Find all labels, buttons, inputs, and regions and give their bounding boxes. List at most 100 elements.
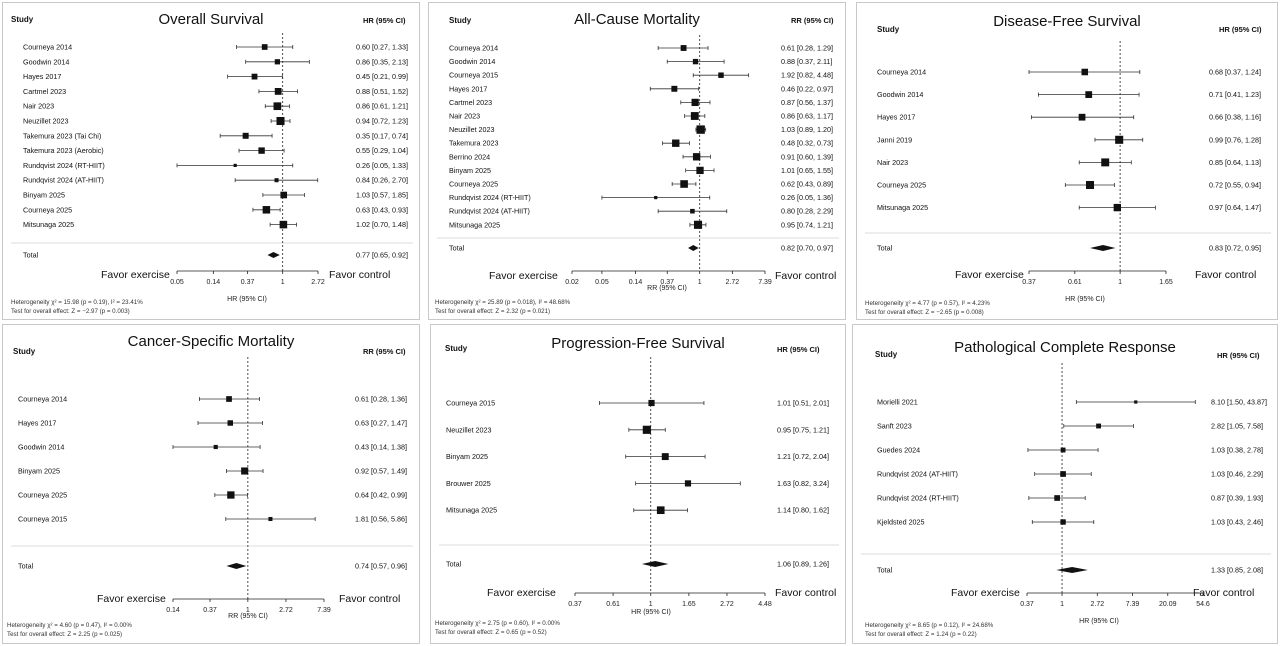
x-tick-label: 0.37 (660, 279, 674, 286)
forest-row: Rundqvist 2024 (AT-HIIT) 0.80 [0.28, 2.29… (449, 207, 833, 216)
effect-estimate-label: 0.99 [0.76, 1.28] (1209, 135, 1261, 144)
favor-control-label: Favor control (1193, 587, 1255, 599)
x-tick-label: 0.61 (1068, 279, 1082, 286)
study-label: Goodwin 2014 (449, 57, 495, 66)
x-axis-label: HR (95% CI) (1079, 618, 1119, 625)
point-estimate (226, 396, 232, 402)
point-estimate (661, 453, 669, 461)
study-label: Courneya 2025 (23, 205, 72, 214)
forest-row: Neuzillet 2023 0.94 [0.72, 1.23] (23, 117, 408, 126)
study-label: Mitsunaga 2025 (449, 220, 500, 229)
favor-exercise-label: Favor exercise (101, 269, 170, 281)
x-axis-label: RR (95% CI) (228, 613, 268, 620)
x-tick-label: 1 (281, 279, 285, 286)
effect-estimate-label: 1.63 [0.82, 3.24] (777, 479, 829, 488)
x-tick-label: 0.61 (606, 601, 620, 608)
effect-estimate-label: 1.01 [0.65, 1.55] (781, 166, 833, 175)
effect-estimate-label: 1.03 [0.46, 2.29] (1211, 470, 1263, 479)
forest-row: Brouwer 2025 1.63 [0.82, 3.24] (446, 479, 829, 488)
favor-exercise-label: Favor exercise (487, 587, 556, 599)
effect-column-header: HR (95% CI) (1219, 25, 1262, 34)
point-estimate (671, 85, 678, 92)
study-label: Takemura 2023 (Aerobic) (23, 146, 104, 155)
point-estimate (1060, 519, 1066, 525)
point-estimate (1085, 91, 1093, 98)
study-label: Courneya 2014 (449, 44, 498, 53)
x-tick-label: 1 (246, 607, 250, 614)
total-row: Total 0.82 [0.70, 0.97] (449, 244, 833, 253)
forest-row: Binyam 2025 1.21 [0.72, 2.04] (446, 452, 829, 461)
point-estimate (280, 191, 288, 199)
forest-row: Binyam 2025 1.03 [0.57, 1.85] (23, 191, 408, 200)
heterogeneity-text: Heterogeneity χ² = 2.75 (p = 0.60), I² =… (435, 620, 560, 627)
total-estimate-label: 0.82 [0.70, 0.97] (781, 244, 833, 253)
forest-row: Cartmel 2023 0.88 [0.51, 1.52] (23, 87, 408, 96)
study-column-header: Study (875, 350, 898, 359)
study-column-header: Study (11, 15, 34, 24)
study-label: Goodwin 2014 (23, 57, 69, 66)
total-row: Total 1.33 [0.85, 2.08] (877, 566, 1263, 575)
effect-estimate-label: 0.71 [0.41, 1.23] (1209, 90, 1261, 99)
forest-row: Sanft 2023 2.82 [1.05, 7.58] (877, 422, 1263, 431)
favor-control-label: Favor control (1195, 269, 1257, 281)
point-estimate (1101, 158, 1110, 167)
panel-title: Pathological Complete Response (954, 339, 1176, 356)
study-label: Courneya 2014 (23, 43, 72, 52)
forest-plot: Courneya 2015 1.01 [0.51, 2.01] Neuzillet … (439, 357, 839, 608)
study-label: Binyam 2025 (449, 166, 491, 175)
forest-row: Mitsunaga 2025 0.97 [0.64, 1.47] (877, 203, 1261, 212)
total-row: Total 0.77 [0.65, 0.92] (23, 251, 408, 260)
study-label: Goodwin 2014 (877, 90, 923, 99)
favor-exercise-label: Favor exercise (489, 270, 558, 282)
x-tick-label: 0.14 (207, 279, 221, 286)
forest-row: Neuzillet 2023 1.03 [0.89, 1.20] (449, 125, 833, 134)
study-label: Courneya 2025 (877, 181, 926, 190)
total-estimate-label: 0.74 [0.57, 0.96] (355, 562, 407, 571)
summary-diamond (1056, 567, 1088, 573)
forest-panel-all-cause-mortality: All-Cause Mortality Study RR (95% CI) Fa… (428, 2, 846, 320)
effect-estimate-label: 0.62 [0.43, 0.89] (781, 180, 833, 189)
forest-row: Courneya 2025 0.64 [0.42, 0.99] (18, 491, 407, 500)
heterogeneity-text: Heterogeneity χ² = 8.65 (p = 0.12), I² =… (865, 622, 994, 629)
total-label: Total (23, 251, 39, 260)
point-estimate (672, 139, 680, 147)
forest-row: Hayes 2017 0.66 [0.38, 1.16] (877, 113, 1261, 122)
point-estimate (1115, 135, 1124, 144)
study-label: Berrino 2024 (449, 152, 490, 161)
effect-estimate-label: 0.63 [0.27, 1.47] (355, 419, 407, 428)
effect-estimate-label: 0.97 [0.64, 1.47] (1209, 203, 1261, 212)
effect-estimate-label: 0.94 [0.72, 1.23] (356, 117, 408, 126)
effect-estimate-label: 0.61 [0.28, 1.36] (355, 395, 407, 404)
point-estimate (274, 88, 282, 95)
x-tick-label: 1 (698, 279, 702, 286)
forest-row: Rundqvist 2024 (AT-HIIT) 1.03 [0.46, 2.29… (877, 470, 1263, 479)
study-label: Janni 2019 (877, 135, 912, 144)
study-label: Binyam 2025 (446, 452, 488, 461)
point-estimate (696, 125, 705, 134)
point-estimate (1081, 68, 1089, 76)
total-label: Total (449, 244, 465, 253)
study-label: Rundqvist 2024 (AT-HIIT) (877, 470, 958, 479)
x-axis-label: HR (95% CI) (1065, 296, 1105, 303)
point-estimate (680, 180, 688, 188)
x-tick-label: 2.72 (279, 607, 293, 614)
point-estimate (654, 196, 658, 200)
effect-column-header: RR (95% CI) (791, 16, 834, 25)
effect-estimate-label: 0.87 [0.56, 1.37] (781, 98, 833, 107)
point-estimate (656, 506, 665, 515)
study-label: Cartmel 2023 (23, 87, 66, 96)
effect-estimate-label: 1.01 [0.51, 2.01] (777, 399, 829, 408)
effect-estimate-label: 1.92 [0.82, 4.48] (781, 71, 833, 80)
study-label: Courneya 2015 (449, 71, 498, 80)
point-estimate (1085, 180, 1095, 190)
x-tick-label: 54.6 (1196, 601, 1210, 608)
study-label: Courneya 2014 (877, 68, 926, 77)
point-estimate (274, 178, 279, 183)
total-estimate-label: 1.33 [0.85, 2.08] (1211, 566, 1263, 575)
forest-plot: Morielli 2021 8.10 [1.50, 43.87] Sanft 202… (861, 363, 1271, 608)
panel-title: Progression-Free Survival (551, 335, 725, 352)
forest-row: Rundqvist 2024 (AT-HIIT) 0.84 [0.26, 2.70… (23, 176, 408, 185)
forest-row: Nair 2023 0.85 [0.64, 1.13] (877, 158, 1261, 167)
effect-estimate-label: 0.92 [0.57, 1.49] (355, 467, 407, 476)
study-label: Cartmel 2023 (449, 98, 492, 107)
